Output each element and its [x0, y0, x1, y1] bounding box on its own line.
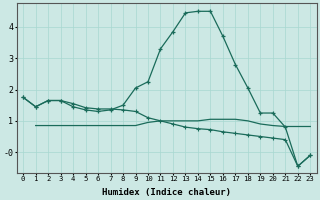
X-axis label: Humidex (Indice chaleur): Humidex (Indice chaleur): [102, 188, 231, 197]
